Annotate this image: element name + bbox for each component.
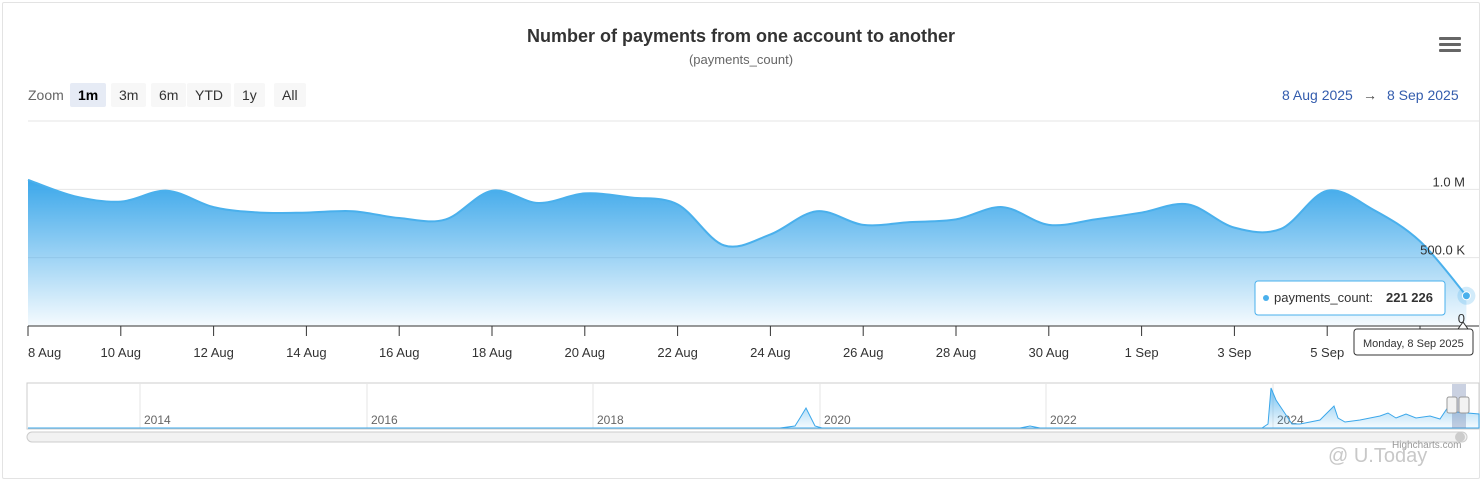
y-axis-ticks: 0 500.0 K 1.0 M [1420, 174, 1465, 326]
data-point[interactable] [488, 187, 496, 195]
navigator-year-label: 2018 [597, 413, 624, 427]
tooltip: payments_count: 221 226 [1254, 280, 1446, 316]
range-from-input[interactable]: 8 Aug 2025 [1282, 87, 1353, 103]
data-point[interactable] [906, 218, 914, 226]
x-tick-label: 12 Aug [193, 345, 234, 360]
hamburger-menu-icon[interactable] [1439, 37, 1461, 55]
data-point[interactable] [674, 200, 682, 208]
y-tick-label: 500.0 K [1420, 243, 1465, 258]
data-point[interactable] [1370, 206, 1378, 214]
x-tick-label: 1 Sep [1125, 345, 1159, 360]
zoom-button-ytd[interactable]: YTD [187, 83, 231, 107]
data-point[interactable] [256, 209, 264, 217]
data-point[interactable] [813, 207, 821, 215]
date-tooltip: Monday, 8 Sep 2025 [1353, 321, 1474, 356]
chart-subtitle: (payments_count) [688, 52, 794, 67]
x-tick-label: 8 Aug [28, 345, 61, 360]
data-point[interactable] [210, 203, 218, 211]
x-tick-label: 10 Aug [101, 345, 142, 360]
range-to-input[interactable]: 8 Sep 2025 [1387, 87, 1459, 103]
chart-title: Number of payments from one account to a… [526, 26, 956, 46]
data-point[interactable] [442, 215, 450, 223]
x-tick-label: 22 Aug [657, 345, 698, 360]
x-tick-label: 20 Aug [565, 345, 606, 360]
data-point[interactable] [1323, 187, 1331, 195]
zoom-button-1y[interactable]: 1y [234, 83, 265, 107]
tooltip-date: Monday, 8 Sep 2025 [1363, 338, 1464, 350]
data-point[interactable] [627, 194, 635, 202]
data-point[interactable] [1461, 291, 1471, 301]
x-tick-label: 30 Aug [1029, 345, 1070, 360]
range-arrow: → [1363, 87, 1377, 103]
x-tick-label: 28 Aug [936, 345, 977, 360]
x-tick-label: 24 Aug [750, 345, 791, 360]
x-tick-label: 3 Sep [1217, 345, 1251, 360]
tooltip-value: 221 226 [1386, 290, 1433, 305]
data-point[interactable] [1230, 224, 1238, 232]
series-line [27, 178, 1468, 297]
x-tick-label: 5 Sep [1310, 345, 1344, 360]
x-tick-label: 26 Aug [843, 345, 884, 360]
y-tick-label: 0 [1458, 311, 1465, 326]
navigator-year-label: 2016 [371, 413, 398, 427]
data-point[interactable] [766, 230, 774, 238]
y-tick-label: 1.0 M [1432, 174, 1465, 189]
navigator-year-label: 2014 [144, 413, 171, 427]
data-point[interactable] [302, 209, 310, 217]
data-point[interactable] [349, 207, 357, 215]
series-area [28, 179, 1467, 326]
data-point[interactable] [1045, 221, 1053, 229]
zoom-button-6m[interactable]: 6m [151, 83, 187, 107]
navigator-year-label: 2022 [1050, 413, 1077, 427]
navigator-year-label: 2020 [824, 413, 851, 427]
zoom-button-3m[interactable]: 3m [111, 83, 147, 107]
navigator-series-area [28, 387, 1480, 429]
data-point[interactable] [1184, 200, 1192, 208]
tooltip-series-label: payments_count: [1274, 290, 1373, 305]
scrollbar-thumb[interactable] [1455, 432, 1465, 442]
credits-link[interactable]: Highcharts.com [1392, 440, 1462, 451]
data-point[interactable] [1277, 225, 1285, 233]
data-point[interactable] [1091, 215, 1099, 223]
x-tick-label: 16 Aug [379, 345, 420, 360]
x-tick-label: 14 Aug [286, 345, 327, 360]
data-point[interactable] [859, 221, 867, 229]
data-point[interactable] [534, 199, 542, 207]
data-point[interactable] [952, 215, 960, 223]
zoom-button-1m[interactable]: 1m [70, 83, 107, 107]
data-point[interactable] [117, 198, 125, 206]
x-axis: 8 Aug 10 Aug 12 Aug 14 Aug 16 Aug 18 Aug 20 Au… [27, 325, 1479, 360]
data-point[interactable] [395, 214, 403, 222]
x-tick-label: 18 Aug [472, 345, 513, 360]
data-point[interactable] [998, 203, 1006, 211]
navigator-handle-left[interactable] [1446, 396, 1458, 414]
navigator[interactable]: 2014 2016 2018 2020 2022 2024 [26, 382, 1480, 430]
data-point[interactable] [70, 192, 78, 200]
navigator-handle-right[interactable] [1458, 396, 1470, 414]
data-point[interactable] [1138, 209, 1146, 217]
data-point[interactable] [720, 241, 728, 249]
data-point[interactable] [24, 176, 32, 184]
scrollbar-track[interactable] [26, 431, 1468, 443]
watermark: @ U.Today [1328, 445, 1428, 467]
zoom-button-all[interactable]: All [274, 83, 306, 107]
data-point[interactable] [163, 187, 171, 195]
data-points [24, 176, 1476, 305]
zoom-label: Zoom [28, 87, 64, 103]
data-point[interactable] [581, 189, 589, 197]
